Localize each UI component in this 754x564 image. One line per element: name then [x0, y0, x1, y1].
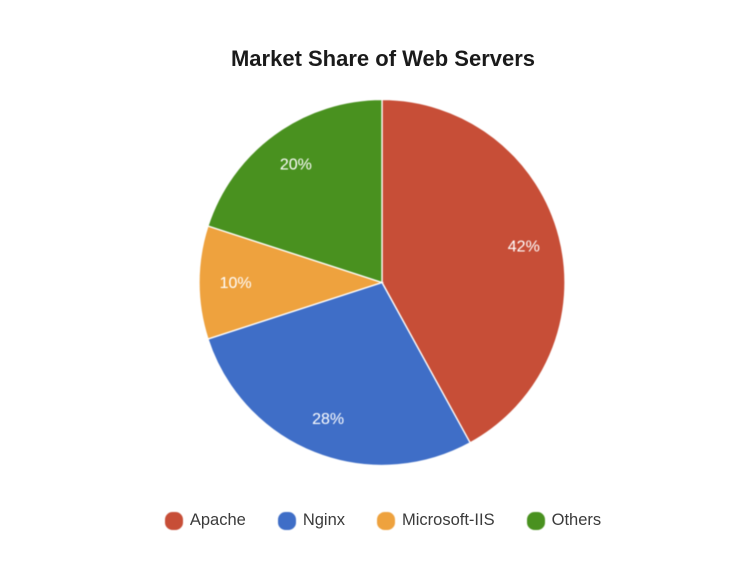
svg-text:20%: 20% — [280, 157, 312, 174]
svg-text:10%: 10% — [220, 275, 252, 292]
svg-text:28%: 28% — [312, 411, 344, 428]
svg-text:42%: 42% — [508, 239, 540, 256]
